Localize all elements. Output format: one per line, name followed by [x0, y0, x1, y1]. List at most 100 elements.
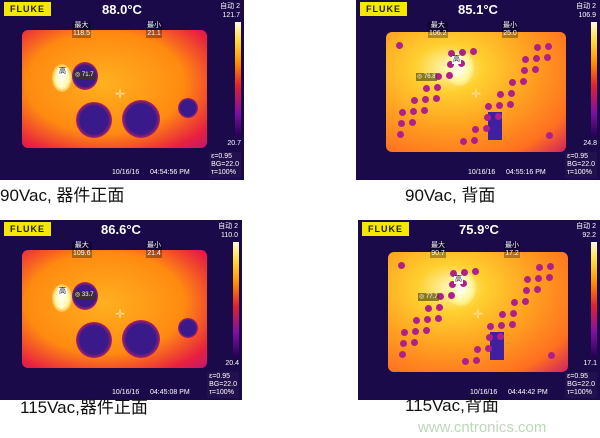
via — [487, 323, 494, 330]
capacitor — [76, 102, 112, 138]
via — [509, 321, 516, 328]
min-label: 最小 — [147, 242, 161, 249]
hot-crosshair-icon: + — [58, 79, 66, 93]
thermal-image-2: FLUKE 85.1°C 自动 2 106.9 24.8 最大 106.2 最小 25… — [356, 0, 600, 180]
color-scale-bar — [233, 242, 239, 358]
scale-min: 17.1 — [583, 360, 597, 367]
via — [409, 119, 416, 126]
spot-value: 33.7 — [81, 292, 94, 298]
min-value: 21.4 — [147, 250, 161, 257]
capacitor — [122, 100, 160, 138]
via — [546, 132, 553, 139]
via — [547, 263, 554, 270]
via — [396, 42, 403, 49]
scale-max: 121.7 — [222, 12, 240, 19]
hot-crosshair-icon: + — [452, 67, 460, 81]
via — [459, 49, 466, 56]
via — [400, 340, 407, 347]
via — [460, 138, 467, 145]
via — [523, 287, 530, 294]
scale-min: 20.7 — [227, 140, 241, 147]
via — [535, 275, 542, 282]
fluke-logo: FLUKE — [362, 222, 409, 236]
watermark: www.cntronics.com — [418, 419, 547, 436]
mode-info: 自动 2 121.7 — [220, 2, 240, 20]
via — [448, 50, 455, 57]
spot-value: 76.8 — [423, 74, 436, 80]
spot-marker: ◎ 77.7 — [418, 293, 439, 301]
time: 04:55:16 PM — [506, 169, 546, 176]
background-temp: BG=22.0 — [567, 161, 595, 168]
hot-label: 高 — [452, 56, 461, 64]
via — [413, 317, 420, 324]
max-label: 最大 — [431, 242, 445, 249]
transmission: τ=100% — [567, 389, 592, 396]
via — [498, 322, 505, 329]
board — [22, 250, 207, 368]
transmission: τ=100% — [209, 389, 234, 396]
scale-max: 110.0 — [221, 232, 238, 239]
max-value: 109.6 — [73, 250, 91, 257]
min-marker: 最小 25.0 — [502, 22, 518, 38]
parameters: ε=0.95 BG=22.0 τ=100% — [565, 152, 597, 178]
hotspot — [52, 64, 72, 92]
max-marker: 最大 118.5 — [72, 22, 91, 38]
via — [433, 95, 440, 102]
emissivity: ε=0.95 — [567, 373, 589, 380]
via — [522, 298, 529, 305]
hotspot — [52, 284, 72, 312]
capacitor — [178, 318, 198, 338]
via — [510, 310, 517, 317]
via — [447, 61, 454, 68]
min-label: 最小 — [503, 22, 517, 29]
spot-value: 71.7 — [81, 72, 94, 78]
spot-marker: ◎ 71.7 — [74, 71, 95, 79]
via — [545, 43, 552, 50]
hot-crosshair-icon: + — [58, 299, 66, 313]
via — [471, 137, 478, 144]
thermal-image-3: FLUKE 86.6°C 自动 2 110.0 20.4 最大 109.6 最小 21… — [0, 220, 242, 400]
via — [520, 78, 527, 85]
hot-label: 高 — [454, 276, 463, 284]
min-value: 21.1 — [147, 30, 161, 37]
capacitor — [122, 320, 160, 358]
color-scale-bar — [591, 242, 597, 358]
via — [496, 102, 503, 109]
caption-4: 115Vac,背面 — [405, 396, 499, 415]
mode-info: 自动 2 92.2 — [576, 222, 596, 240]
background-temp: BG=22.0 — [211, 161, 239, 168]
via — [398, 120, 405, 127]
via — [509, 79, 516, 86]
via — [399, 109, 406, 116]
board — [22, 30, 207, 148]
max-marker: 最大 106.2 — [428, 22, 448, 38]
max-marker: 最大 90.7 — [430, 242, 446, 258]
via — [423, 85, 430, 92]
via — [474, 346, 481, 353]
via — [486, 334, 493, 341]
via — [460, 280, 467, 287]
fluke-logo: FLUKE — [360, 2, 407, 16]
time: 04:45:08 PM — [150, 389, 190, 396]
center-crosshair-icon: ✛ — [115, 307, 126, 321]
via — [449, 281, 456, 288]
via — [473, 357, 480, 364]
via — [485, 345, 492, 352]
mode-label: 自动 2 — [220, 3, 240, 10]
via — [425, 305, 432, 312]
date: 10/16/16 — [468, 169, 496, 176]
transmission: τ=100% — [567, 169, 592, 176]
via — [399, 351, 406, 358]
time: 04:54:56 PM — [150, 169, 190, 176]
mode-info: 自动 2 110.0 — [218, 222, 238, 240]
scale-min: 20.4 — [225, 360, 239, 367]
capacitor — [178, 98, 198, 118]
via — [398, 262, 405, 269]
parameters: ε=0.95 BG=22.0 τ=100% — [209, 152, 241, 178]
via — [397, 131, 404, 138]
via — [435, 315, 442, 322]
max-label: 最大 — [74, 22, 89, 29]
mode-label: 自动 2 — [576, 223, 596, 230]
via — [534, 286, 541, 293]
via — [436, 304, 443, 311]
